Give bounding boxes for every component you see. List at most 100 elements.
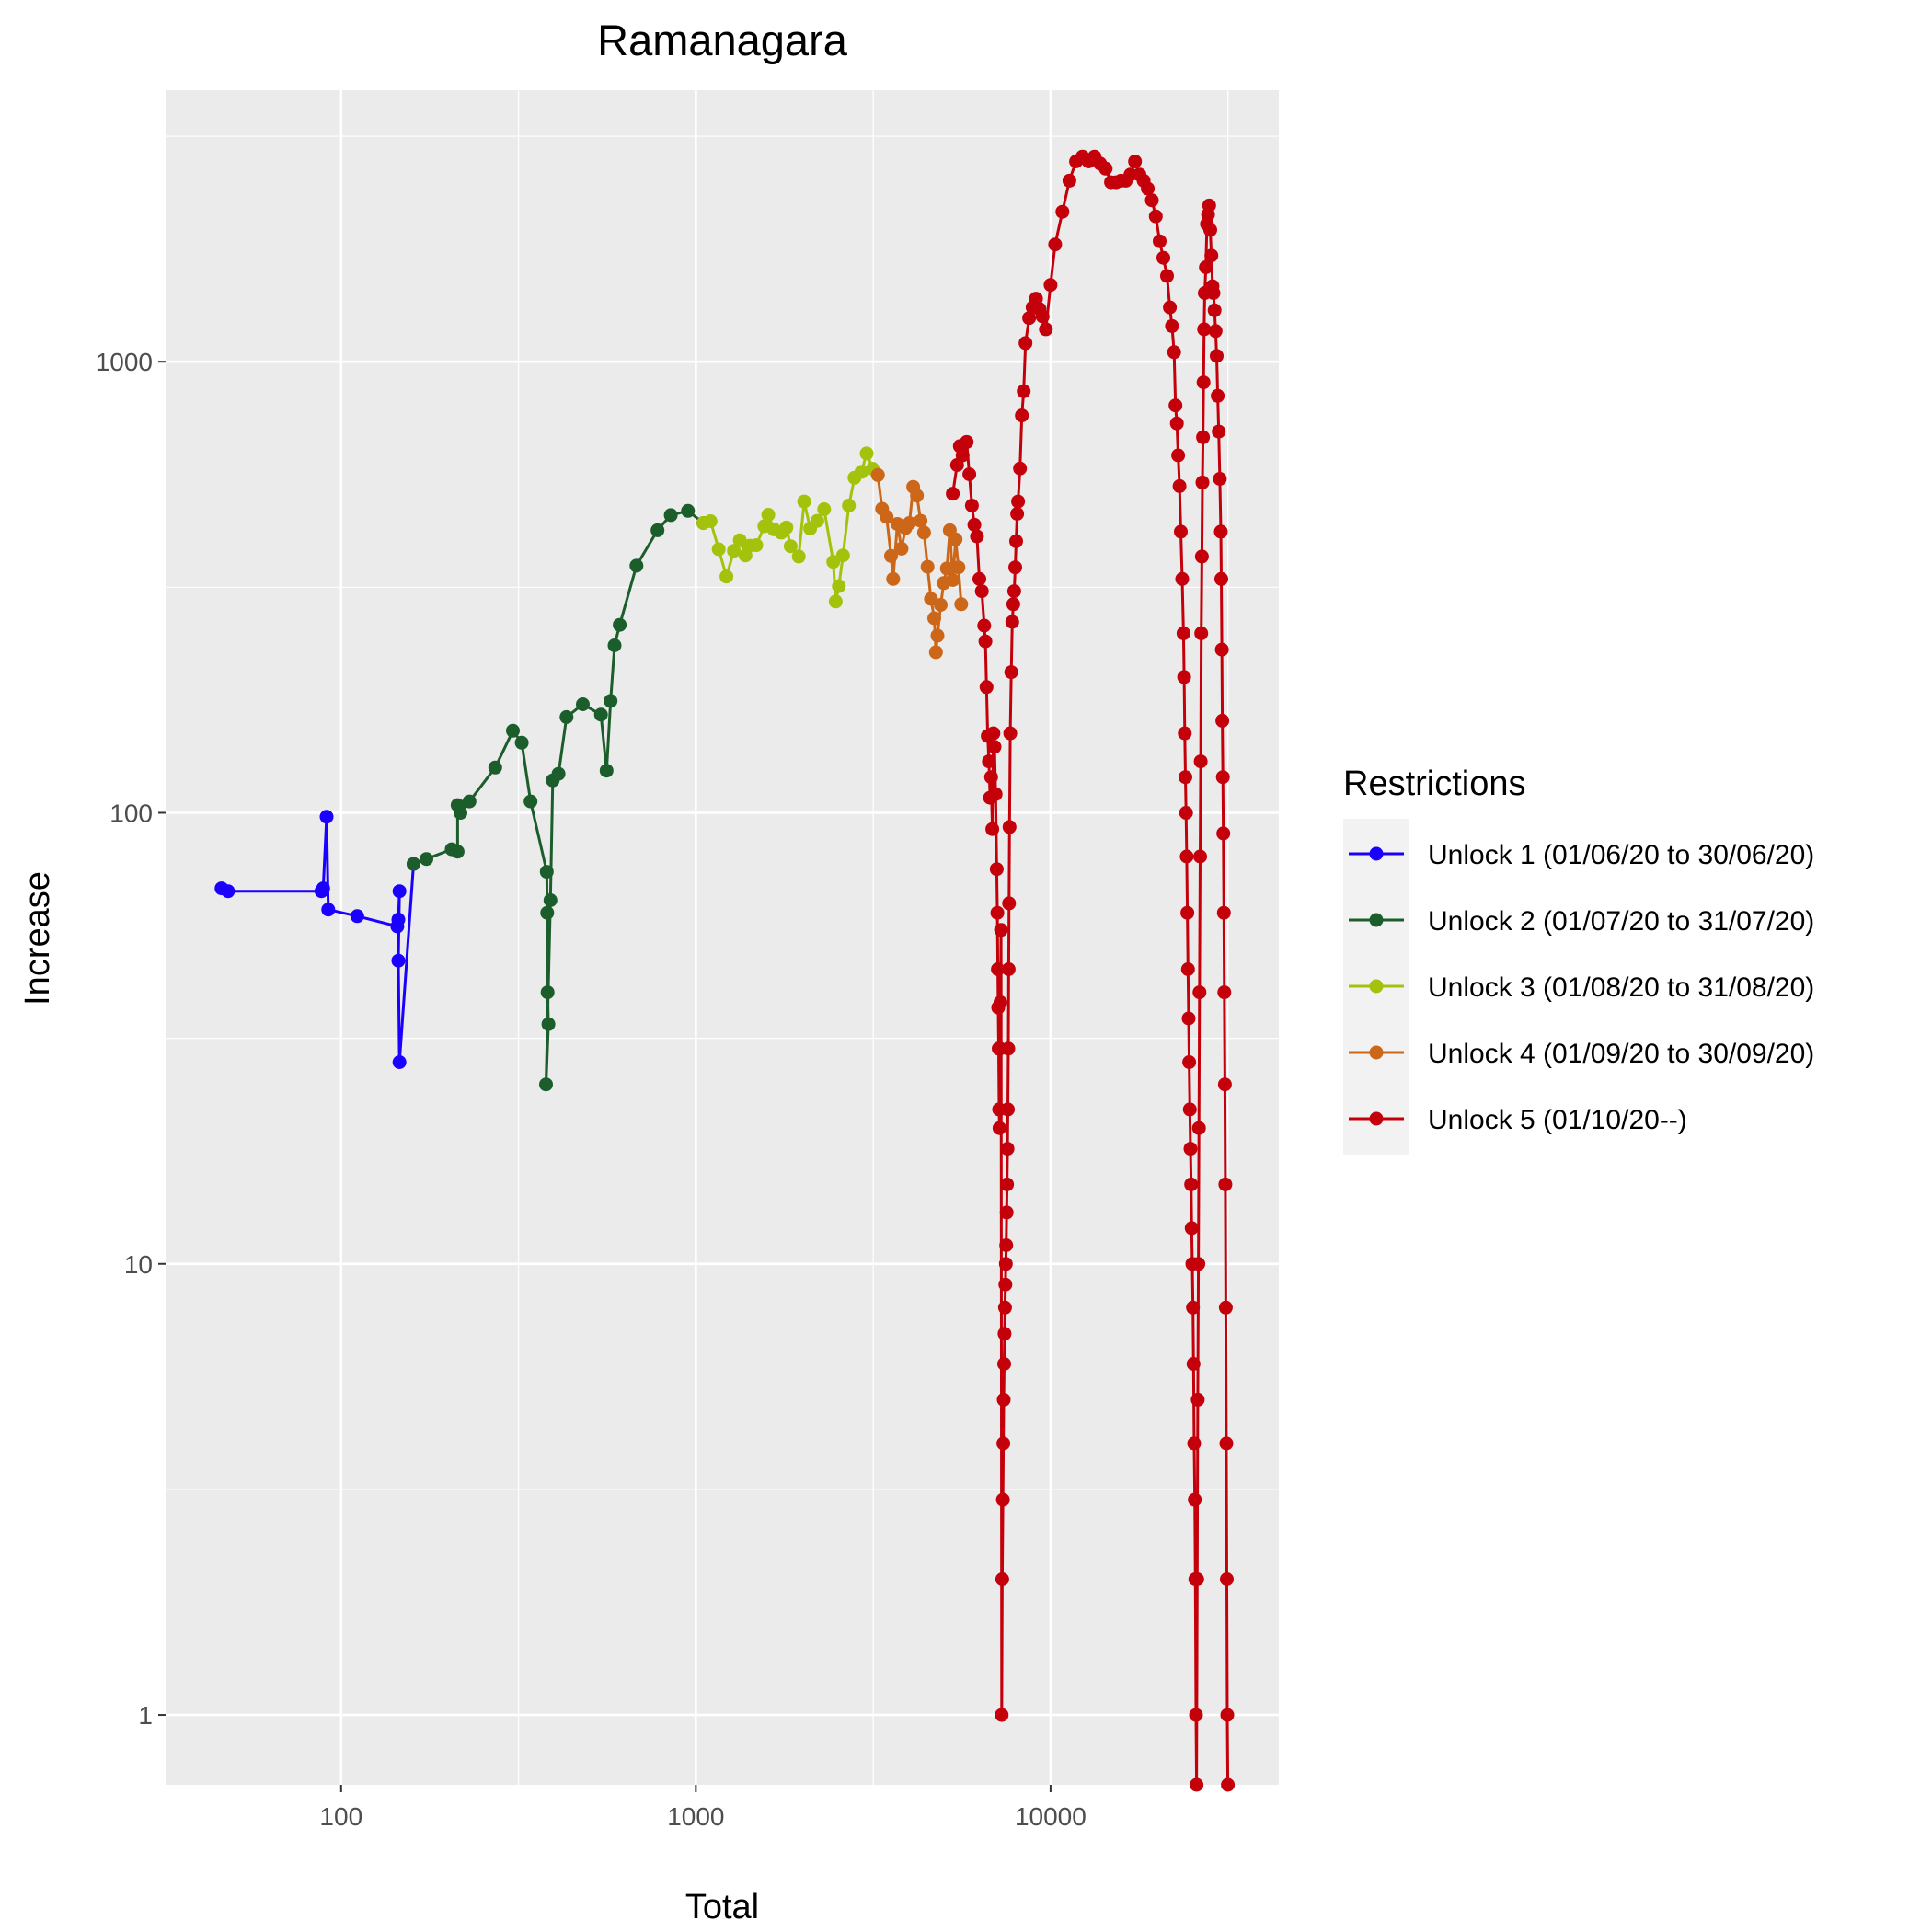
data-point: [854, 465, 868, 479]
legend-label: Unlock 2 (01/07/20 to 31/07/20): [1428, 906, 1814, 937]
data-point: [928, 645, 943, 660]
data-point: [884, 548, 898, 563]
data-point: [995, 1492, 1010, 1507]
data-point: [1186, 1357, 1201, 1371]
data-point: [1182, 1102, 1197, 1117]
data-point: [1197, 322, 1212, 337]
data-point: [1190, 1392, 1205, 1407]
data-point: [997, 1357, 1011, 1371]
data-point: [1196, 375, 1211, 390]
data-point: [407, 857, 420, 871]
data-point: [999, 1205, 1014, 1220]
data-point: [1220, 1572, 1234, 1586]
data-point: [995, 1572, 1009, 1586]
data-point: [842, 499, 857, 512]
x-tick-label: 10000: [1015, 1802, 1087, 1831]
data-point: [1167, 345, 1181, 360]
data-point: [1184, 1221, 1199, 1236]
data-point: [1172, 478, 1187, 493]
legend-title: Restrictions: [1343, 765, 1526, 803]
data-point: [916, 525, 931, 540]
data-point: [1180, 905, 1195, 920]
x-axis-title: Total: [685, 1888, 759, 1926]
data-point: [934, 598, 948, 612]
data-point: [1098, 161, 1113, 176]
data-point: [1165, 318, 1179, 333]
data-point: [392, 884, 407, 899]
data-point: [1179, 806, 1193, 820]
axis-ticks: 100 1000 10000 1 10 100 1000: [96, 348, 1087, 1831]
data-point: [1210, 349, 1224, 363]
data-point: [783, 539, 798, 554]
data-point: [1175, 571, 1190, 586]
data-point: [894, 541, 909, 556]
data-point: [982, 754, 996, 769]
data-point: [826, 555, 841, 569]
y-tick-label: 1: [138, 1701, 153, 1730]
data-point: [1199, 260, 1213, 274]
data-point: [810, 513, 824, 528]
data-point: [1214, 642, 1229, 657]
data-point: [996, 1436, 1011, 1451]
data-point: [1148, 209, 1163, 224]
data-point: [319, 810, 334, 824]
data-point: [779, 520, 794, 535]
data-point: [221, 884, 236, 899]
data-point: [910, 489, 925, 503]
data-point: [998, 1277, 1013, 1292]
data-point: [732, 533, 747, 547]
data-point: [1219, 1436, 1234, 1451]
data-point: [989, 862, 1004, 877]
legend-item: Unlock 1 (01/06/20 to 30/06/20): [1349, 840, 1814, 870]
data-point: [991, 962, 1006, 976]
data-point: [1189, 1708, 1203, 1722]
data-point: [979, 680, 994, 695]
data-point: [1168, 398, 1183, 413]
data-point: [1183, 1142, 1198, 1156]
data-point: [988, 787, 1003, 801]
data-point: [1184, 1177, 1199, 1191]
y-tick-label: 10: [124, 1250, 153, 1279]
chart-title: Ramanagara: [597, 16, 848, 64]
data-point: [604, 694, 618, 708]
series-5: [946, 149, 1236, 1792]
legend-key-point: [1369, 979, 1384, 994]
data-point: [719, 569, 734, 584]
data-point: [1000, 1142, 1015, 1156]
data-point: [1141, 181, 1156, 196]
legend-label: Unlock 4 (01/09/20 to 30/09/20): [1428, 1039, 1814, 1069]
data-point: [939, 561, 954, 576]
data-point: [613, 617, 627, 632]
data-point: [1002, 820, 1017, 834]
data-point: [1160, 269, 1174, 283]
grid-lines: [166, 90, 1279, 1785]
data-point: [817, 502, 832, 516]
data-point: [791, 549, 806, 564]
data-point: [1017, 384, 1031, 398]
data-point: [607, 638, 622, 652]
data-point: [977, 618, 992, 633]
data-point: [1192, 985, 1207, 1000]
data-point: [1039, 322, 1053, 337]
data-point: [321, 903, 336, 917]
data-point: [927, 611, 941, 626]
data-point: [903, 516, 916, 530]
legend-key-point: [1369, 1045, 1384, 1060]
data-point: [859, 446, 874, 461]
data-point: [761, 508, 776, 522]
data-point: [1221, 1777, 1236, 1792]
data-point: [316, 881, 330, 896]
legend-key-point: [1369, 846, 1384, 861]
series-1: [214, 810, 420, 1069]
data-point: [1194, 626, 1209, 640]
data-point: [1187, 1436, 1202, 1451]
legend-item: Unlock 2 (01/07/20 to 31/07/20): [1349, 906, 1814, 937]
data-point: [1018, 336, 1033, 351]
data-point: [994, 923, 1008, 937]
data-point: [880, 510, 894, 524]
data-point: [454, 806, 467, 820]
data-point: [576, 697, 590, 711]
data-point: [1181, 1011, 1196, 1026]
data-point: [946, 487, 960, 501]
